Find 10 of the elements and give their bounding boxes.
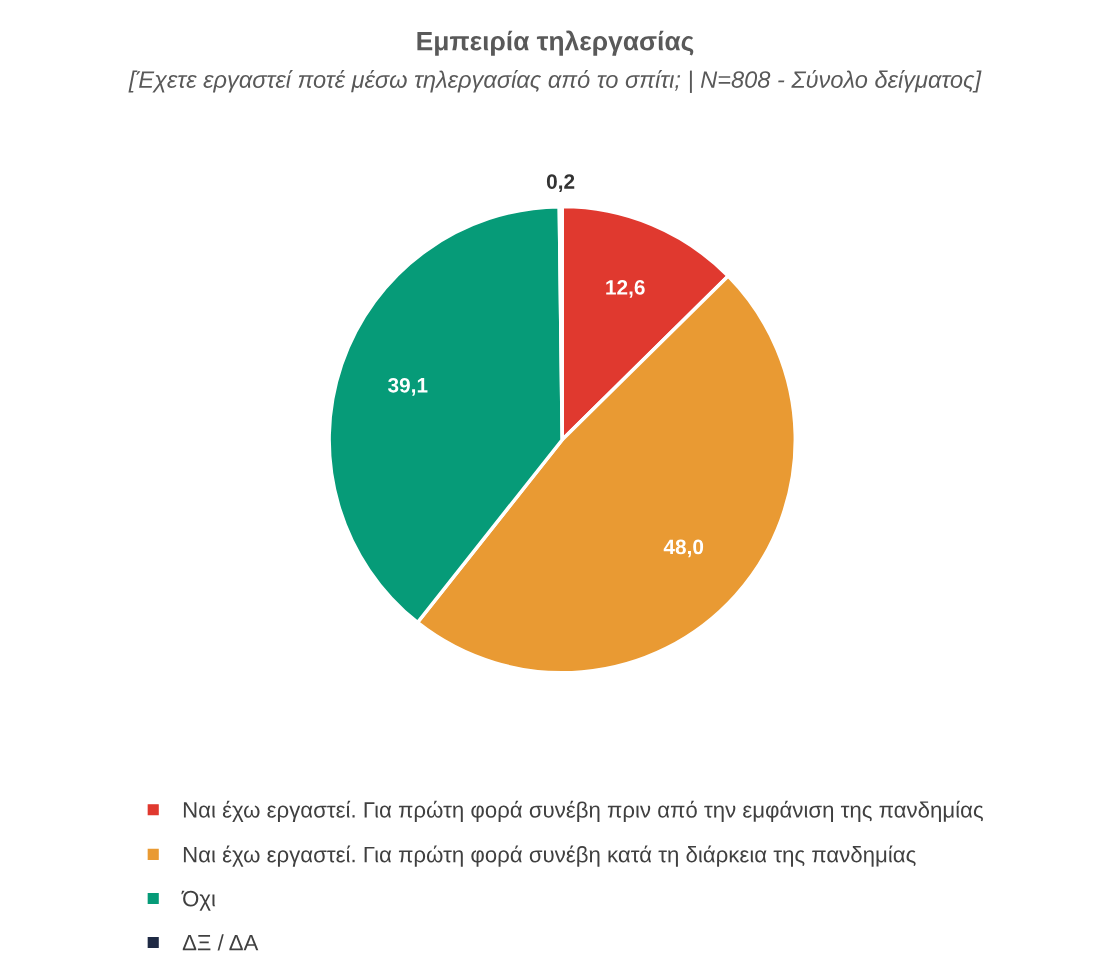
legend-label: Ναι έχω εργαστεί. Για πρώτη φορά συνέβη πριν από την εμφάνιση της πανδημίας (183, 800, 983, 823)
legend-label: ΔΞ / ΔΑ (182, 934, 259, 951)
data-label: 0,2 (546, 174, 575, 192)
legend-label: Όχι (181, 890, 216, 911)
data-label: 48,0 (663, 539, 704, 558)
chart-title: Εμπειρία τηλεργασίας (417, 30, 694, 56)
legend-label: Ναι έχω εργαστεί. Για πρώτη φορά συνέβη κατά τη διάρκεια της πανδημίας (183, 845, 916, 867)
chart-subtitle: [Έχετε εργαστεί ποτέ μέσω τηλεργασίας από το σπίτι; | N=808 - Σύνολο δείγματος] (128, 69, 982, 93)
data-label: 39,1 (387, 377, 428, 396)
data-label: 12,6 (606, 280, 645, 298)
